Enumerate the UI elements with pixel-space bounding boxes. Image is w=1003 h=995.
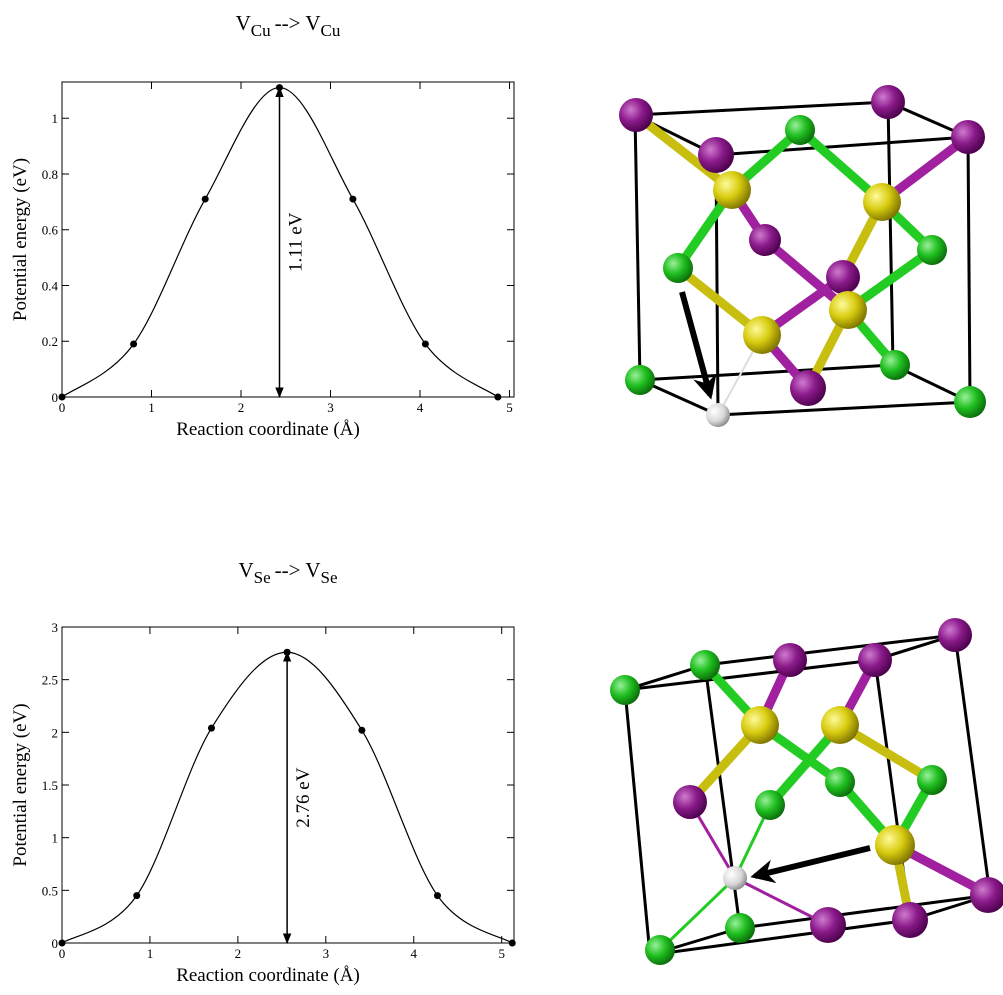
y-tick-label: 1 [52,111,59,126]
data-point [434,892,441,899]
plot-frame [62,627,514,943]
x-tick-label: 0 [59,946,66,961]
y-tick-label: 3 [52,620,59,635]
x-tick-label: 5 [498,946,505,961]
x-axis-label: Reaction coordinate (Å) [176,419,360,440]
data-point [358,727,365,734]
title-subscript: Se [321,568,338,587]
data-point [494,394,501,401]
x-tick-label: 3 [323,946,330,961]
y-tick-label: 1.5 [42,778,58,793]
chart-title: VCu--> VCu [236,11,341,40]
title-text: V [236,11,251,35]
data-point [422,341,429,348]
x-tick-label: 2 [238,400,245,415]
x-tick-label: 3 [327,400,334,415]
data-point [202,196,209,203]
x-tick-label: 4 [417,400,424,415]
title-text: --> V [275,558,321,582]
y-tick-label: 0.2 [42,334,58,349]
x-tick-label: 1 [148,400,155,415]
x-axis-label: Reaction coordinate (Å) [176,965,360,986]
y-tick-label: 1 [52,831,59,846]
barrier-label: 1.11 eV [285,212,306,272]
y-axis-label: Potential energy (eV) [10,158,31,321]
data-point [59,394,66,401]
title-subscript: Cu [321,21,341,40]
data-point [59,940,66,947]
y-axis-label: Potential energy (eV) [10,703,31,866]
y-tick-label: 0.4 [42,278,59,293]
title-text: V [238,558,253,582]
data-point [509,940,516,947]
barrier-label: 2.76 eV [293,767,314,827]
chart-title: VSe--> VSe [238,558,337,587]
y-tick-label: 2 [52,725,59,740]
y-tick-label: 0.6 [42,223,59,238]
data-point [133,892,140,899]
data-point [130,341,137,348]
x-tick-label: 5 [506,400,513,415]
data-point [208,725,215,732]
figure: VCu--> VCu01234500.20.40.60.81Reaction c… [0,0,1003,990]
y-tick-label: 0 [52,390,59,405]
title-subscript: Cu [251,21,271,40]
title-subscript: Se [254,568,271,587]
crystal-atoms-1 [619,85,986,427]
y-tick-label: 0 [52,936,59,951]
y-tick-label: 2.5 [42,673,58,688]
x-tick-label: 2 [235,946,242,961]
data-point [349,196,356,203]
y-tick-label: 0.5 [42,883,58,898]
title-text: --> V [275,11,321,35]
x-tick-label: 1 [147,946,154,961]
x-tick-label: 4 [411,946,418,961]
x-tick-label: 0 [59,400,66,415]
y-tick-label: 0.8 [42,167,58,182]
